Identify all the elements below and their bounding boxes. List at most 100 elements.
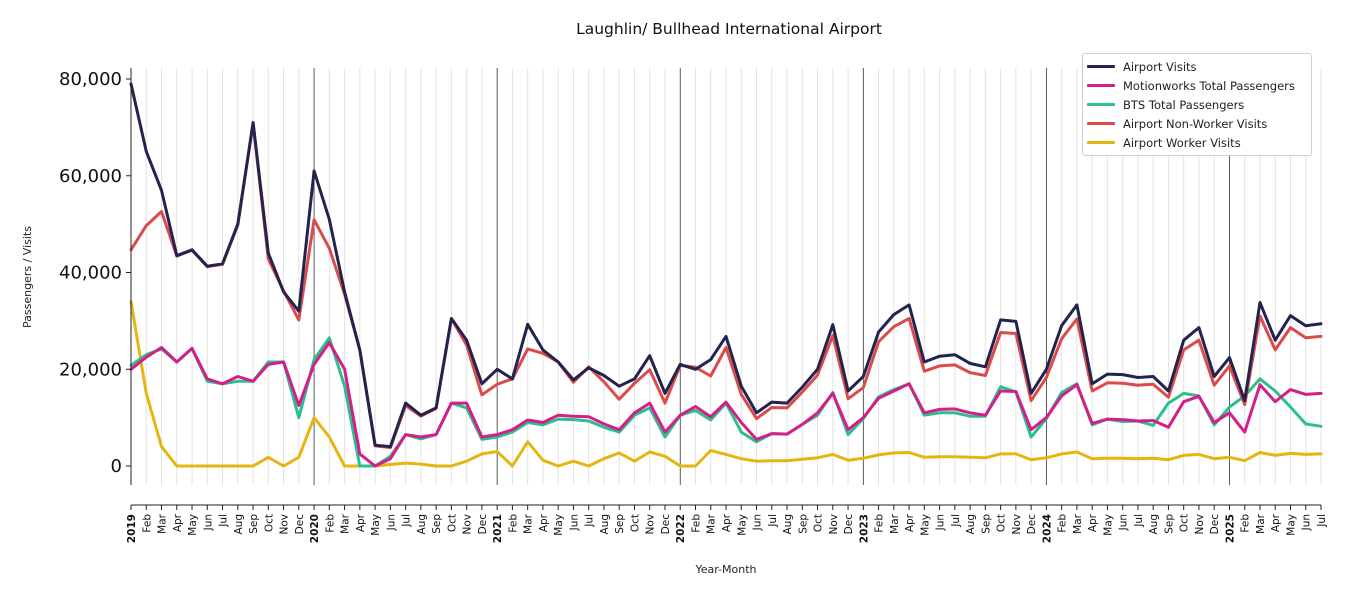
x-tick-label: Apr	[172, 513, 184, 532]
x-tick-label: Feb	[690, 514, 702, 533]
x-tick-label: Jul	[584, 514, 596, 528]
x-tick-label: Apr	[904, 513, 916, 532]
x-tick-label: Oct	[629, 514, 641, 532]
x-tick-label: Mar	[706, 513, 718, 533]
x-tick-label: Aug	[599, 514, 611, 535]
x-tick-label: May	[919, 514, 931, 536]
x-tick-label: May	[553, 514, 565, 536]
x-tick-label: Dec	[660, 514, 672, 535]
x-tick-label: 2023	[858, 514, 870, 543]
x-tick-label: Oct	[996, 514, 1008, 532]
x-tick-label: 2021	[492, 514, 504, 543]
legend-swatch	[1087, 65, 1115, 68]
x-tick-label: Jul	[218, 514, 230, 528]
x-tick-label: Aug	[233, 514, 245, 535]
x-tick-label: Aug	[416, 514, 428, 535]
series-line-airport-worker-visits	[129, 300, 1323, 468]
x-tick-label: Aug	[1148, 514, 1160, 535]
legend-label: BTS Total Passengers	[1123, 97, 1245, 112]
x-tick-label: Dec	[1209, 514, 1221, 535]
legend-swatch	[1087, 141, 1115, 144]
legend: Airport Visits Motionworks Total Passenge…	[1082, 53, 1312, 156]
y-tick-label: 80,000	[59, 69, 122, 90]
series-lines	[129, 82, 1323, 468]
x-tick-label: Mar	[523, 513, 535, 533]
x-tick-label: Sep	[797, 514, 809, 534]
x-tick-label: Nov	[1194, 514, 1206, 535]
legend-item: Airport Visits	[1083, 57, 1311, 76]
x-tick-label: Feb	[324, 514, 336, 533]
x-tick-label: Jun	[935, 514, 947, 531]
x-tick-label: 2025	[1224, 514, 1236, 543]
x-tick-label: Aug	[782, 514, 794, 535]
legend-swatch	[1087, 103, 1115, 106]
x-tick-label: Nov	[645, 514, 657, 535]
x-tick-label: Sep	[614, 514, 626, 534]
x-tick-label: Mar	[340, 513, 352, 533]
x-tick-label: Feb	[1240, 514, 1252, 533]
series-line-motionworks-total-passengers	[129, 341, 1323, 468]
legend-label: Airport Visits	[1123, 59, 1197, 74]
x-tick-label: Sep	[1163, 514, 1175, 534]
x-tick-label: Mar	[1072, 513, 1084, 533]
legend-label: Airport Worker Visits	[1123, 135, 1241, 150]
x-tick-label: Oct	[446, 514, 458, 532]
x-tick-label: Apr	[355, 513, 367, 532]
x-tick-label: Nov	[279, 514, 291, 535]
x-tick-label: Nov	[462, 514, 474, 535]
x-tick-label: Feb	[874, 514, 886, 533]
x-tick-label: Apr	[1087, 513, 1099, 532]
x-tick-label: Aug	[965, 514, 977, 535]
x-tick-label: Sep	[980, 514, 992, 534]
legend-item: Airport Worker Visits	[1083, 133, 1311, 152]
x-tick-label: Jul	[401, 514, 413, 528]
x-tick-label: May	[1102, 514, 1114, 536]
legend-item: BTS Total Passengers	[1083, 95, 1311, 114]
x-tick-label: May	[1285, 514, 1297, 536]
x-tick-label: Jul	[767, 514, 779, 528]
x-tick-label: May	[736, 514, 748, 536]
x-tick-label: Dec	[1026, 514, 1038, 535]
x-tick-label: Apr	[538, 513, 550, 532]
x-tick-label: Jul	[1133, 514, 1145, 528]
y-tick-label: 0	[111, 456, 122, 477]
x-tick-label: Oct	[1179, 514, 1191, 532]
x-tick-label: May	[370, 514, 382, 536]
x-tick-label: 2019	[126, 514, 138, 543]
x-tick-label: Dec	[843, 514, 855, 535]
x-tick-label: Mar	[889, 513, 901, 533]
x-tick-label: Jun	[568, 514, 580, 531]
y-tick-label: 20,000	[59, 359, 122, 380]
x-tick-label: Dec	[294, 514, 306, 535]
legend-swatch	[1087, 84, 1115, 87]
x-tick-label: Sep	[431, 514, 443, 534]
x-tick-label: Jun	[385, 514, 397, 531]
legend-item: Airport Non-Worker Visits	[1083, 114, 1311, 133]
x-tick-label: Jun	[202, 514, 214, 531]
x-ticks: 2019 Feb Mar Apr May Jun Jul Aug Sep Oct Nov Dec 202…	[126, 505, 1328, 543]
legend-item: Motionworks Total Passengers	[1083, 76, 1311, 95]
series-line-airport-visits	[129, 82, 1323, 449]
x-tick-label: Feb	[507, 514, 519, 533]
x-tick-label: Jul	[1316, 514, 1328, 528]
x-tick-label: Oct	[813, 514, 825, 532]
x-tick-label: Feb	[1057, 514, 1069, 533]
x-tick-label: Jun	[1118, 514, 1130, 531]
x-tick-label: Apr	[721, 513, 733, 532]
x-tick-label: 2020	[309, 514, 321, 543]
x-tick-label: Oct	[263, 514, 275, 532]
x-tick-label: May	[187, 514, 199, 536]
x-tick-label: Jul	[950, 514, 962, 528]
x-tick-label: Feb	[141, 514, 153, 533]
x-axis-label: Year-Month	[694, 563, 756, 576]
y-tick-label: 40,000	[59, 263, 122, 284]
x-tick-label: Sep	[248, 514, 260, 534]
x-tick-label: Dec	[477, 514, 489, 535]
y-tick-label: 60,000	[59, 166, 122, 187]
x-tick-label: 2024	[1041, 514, 1053, 543]
chart-title: Laughlin/ Bullhead International Airport	[576, 20, 882, 38]
legend-swatch	[1087, 122, 1115, 125]
x-tick-label: Jun	[752, 514, 764, 531]
x-tick-label: Nov	[1011, 514, 1023, 535]
